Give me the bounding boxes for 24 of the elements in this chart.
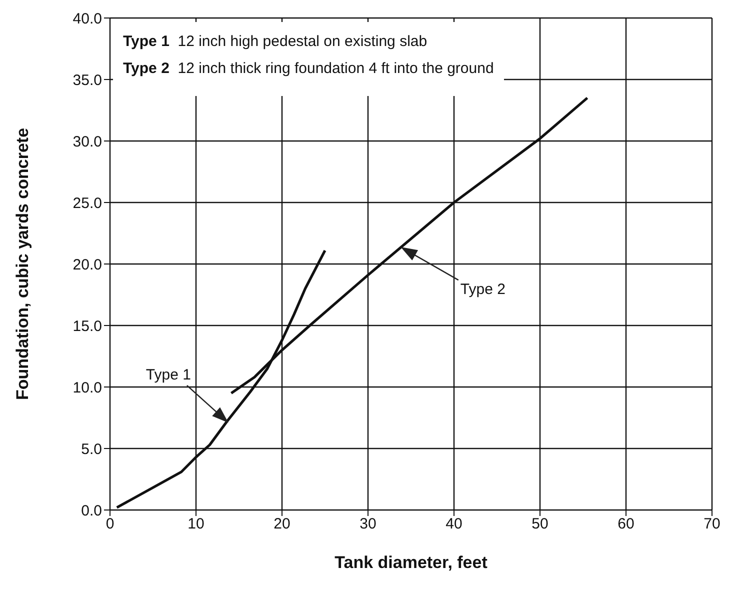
x-axis-title: Tank diameter, feet (334, 553, 488, 572)
key-box: Type 1 12 inch high pedestal on existing slab Type 2 12 inch thick ring foundation 4 ft into the ground (113, 22, 504, 96)
y-tick-label: 40.0 (72, 10, 102, 28)
x-tick-label: 10 (188, 516, 204, 533)
y-tick-label: 0.0 (81, 502, 102, 520)
y-tick-label: 25.0 (72, 194, 102, 212)
annotation: Type 2 (460, 281, 506, 298)
x-tick-label: 0 (106, 516, 114, 533)
y-tick-label: 35.0 (72, 72, 102, 89)
y-tick-label: 5.0 (81, 440, 102, 458)
y-tick-label: 15.0 (72, 318, 102, 335)
annotation: Type 2 12 inch thick ring foundation 4 ft into the ground (123, 59, 494, 79)
annotation: Type 1 (146, 366, 191, 384)
x-tick-label: 40 (446, 516, 462, 533)
x-tick-label: 70 (704, 516, 720, 533)
x-tick-label: 60 (618, 516, 634, 533)
y-axis-title: Foundation, cubic yards concrete (13, 128, 32, 400)
x-tick-label: 20 (274, 516, 290, 533)
y-tick-label: 30.0 (72, 133, 102, 150)
x-tick-label: 30 (360, 516, 376, 533)
annotation: Type 1 12 inch high pedestal on existing slab (123, 32, 428, 52)
y-tick-label: 20.0 (72, 256, 102, 274)
y-tick-label: 10.0 (72, 379, 102, 396)
x-tick-label: 50 (532, 516, 548, 533)
